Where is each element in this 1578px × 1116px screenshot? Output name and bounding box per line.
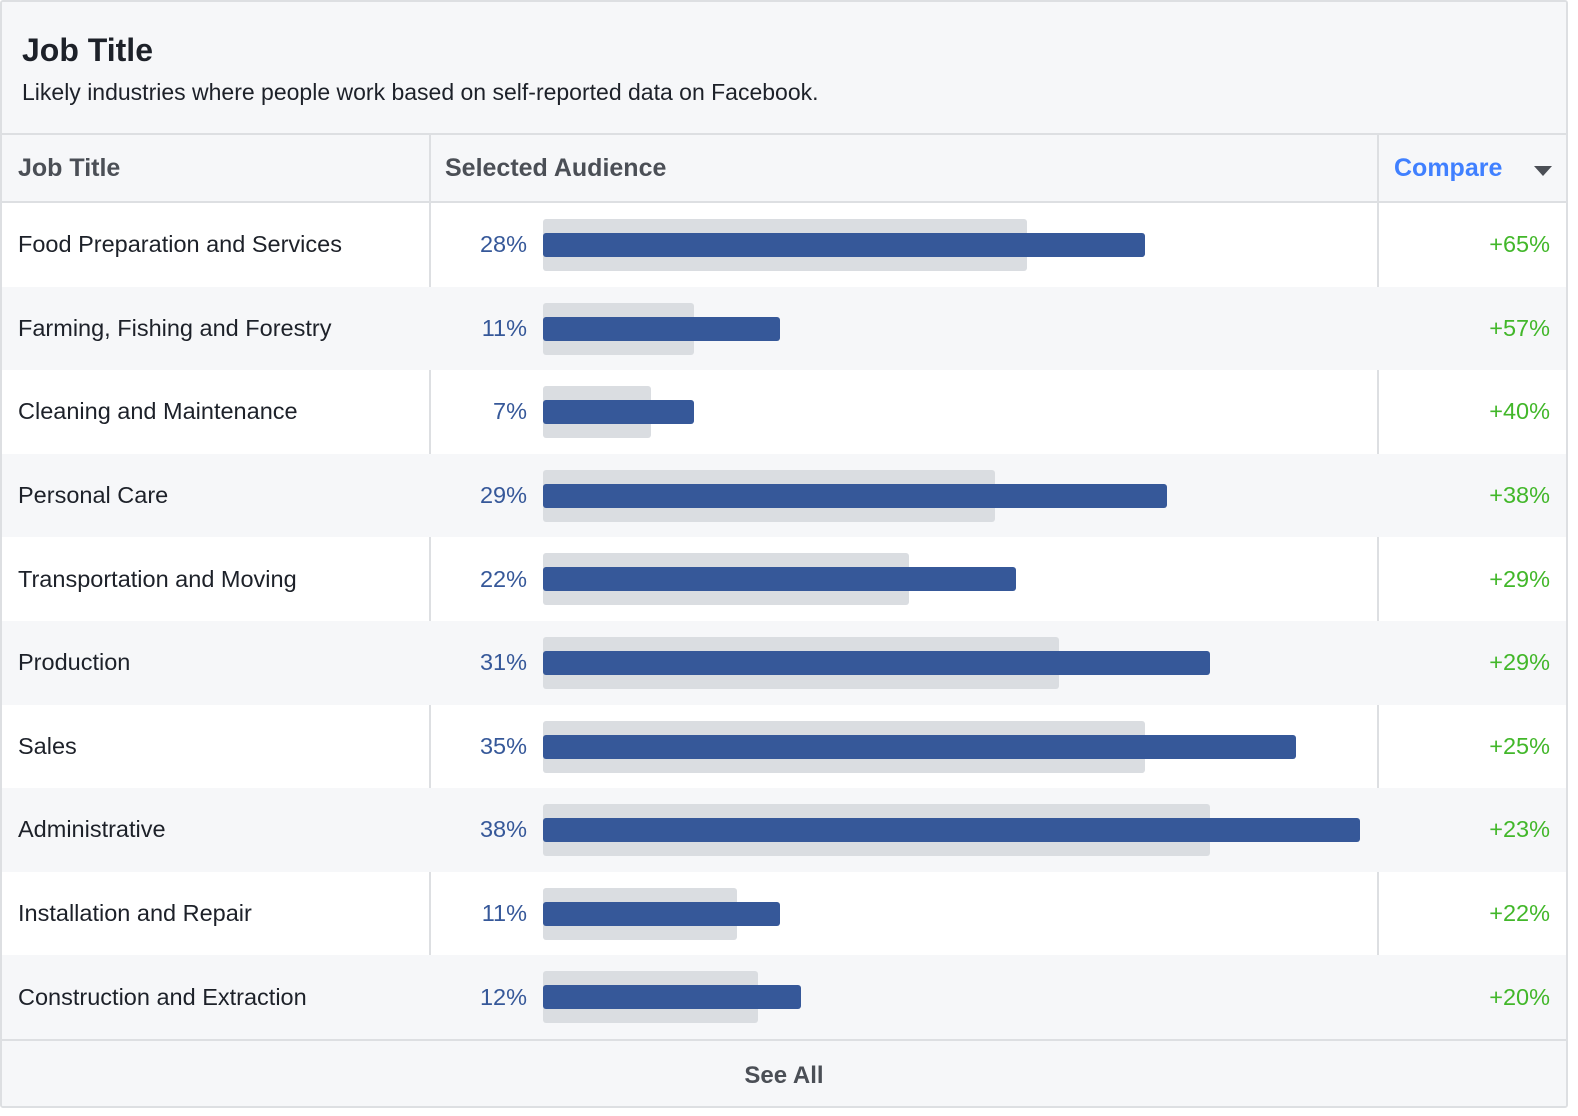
column-header-job-title: Job Title [18,154,121,182]
job-title-label: Personal Care [18,482,169,509]
table-row: Construction and Extraction 12% +20% [2,955,1566,1039]
compare-label: Compare [1394,154,1503,182]
audience-bar [543,233,1145,257]
job-title-label: Administrative [18,816,166,843]
job-title-label: Farming, Fishing and Forestry [18,314,332,341]
audience-percent: 31% [479,649,527,676]
audience-bar [543,901,780,926]
see-all-button[interactable]: See All [744,1062,824,1089]
table-header: Job Title Selected Audience Compare [2,135,1566,203]
audience-bar [543,567,1016,592]
table-row: Installation and Repair 11% +22% [2,872,1566,956]
compare-delta: +20% [1489,983,1550,1010]
compare-delta: +65% [1489,231,1550,258]
table-row: Production 31% +29% [2,621,1566,705]
compare-delta: +38% [1489,482,1550,509]
job-title-label: Sales [18,732,77,759]
job-title-label: Installation and Repair [18,900,252,927]
column-header-selected-audience: Selected Audience [445,154,667,182]
job-title-label: Production [18,649,131,676]
compare-dropdown[interactable]: Compare [1378,135,1566,201]
compare-delta: +40% [1489,398,1550,425]
audience-percent: 11% [481,314,527,341]
column-divider [1377,135,1379,1039]
audience-percent: 29% [479,482,527,509]
table-row: Administrative 38% +23% [2,788,1566,872]
audience-percent: 7% [493,398,527,425]
card-header: Job Title Likely industries where people… [2,2,1566,135]
table-row: Personal Care 29% +38% [2,453,1566,538]
caret-down-icon [1534,166,1552,176]
column-divider [429,135,431,1039]
compare-delta: +29% [1489,649,1550,676]
compare-delta: +22% [1489,900,1550,927]
compare-delta: +57% [1489,314,1550,341]
audience-percent: 12% [479,983,527,1010]
job-title-label: Food Preparation and Services [18,231,342,258]
job-title-label: Construction and Extraction [18,983,307,1010]
table-row: Sales 35% +25% [2,705,1566,789]
audience-percent: 28% [479,231,527,258]
table-row: Farming, Fishing and Forestry 11% +57% [2,286,1566,371]
table-row: Transportation and Moving 22% +29% [2,537,1566,621]
audience-bar [543,818,1360,843]
audience-bar [543,483,1167,508]
card-title: Job Title [22,32,153,68]
audience-percent: 38% [479,816,527,843]
table-row: Cleaning and Maintenance 7% +40% [2,370,1566,454]
card-subtitle: Likely industries where people work base… [22,79,819,105]
audience-bar [543,316,780,341]
audience-percent: 22% [479,565,527,592]
compare-delta: +25% [1489,732,1550,759]
job-title-label: Transportation and Moving [18,565,297,592]
audience-bar [543,400,694,425]
audience-bar [543,985,801,1010]
card-footer: See All [2,1039,1566,1106]
audience-bar [543,734,1296,759]
compare-delta: +23% [1489,816,1550,843]
compare-delta: +29% [1489,565,1550,592]
job-title-label: Cleaning and Maintenance [18,398,298,425]
table-row: Food Preparation and Services 28% +65% [2,203,1566,287]
audience-percent: 35% [479,732,527,759]
audience-percent: 11% [481,900,527,927]
audience-bar [543,651,1210,675]
